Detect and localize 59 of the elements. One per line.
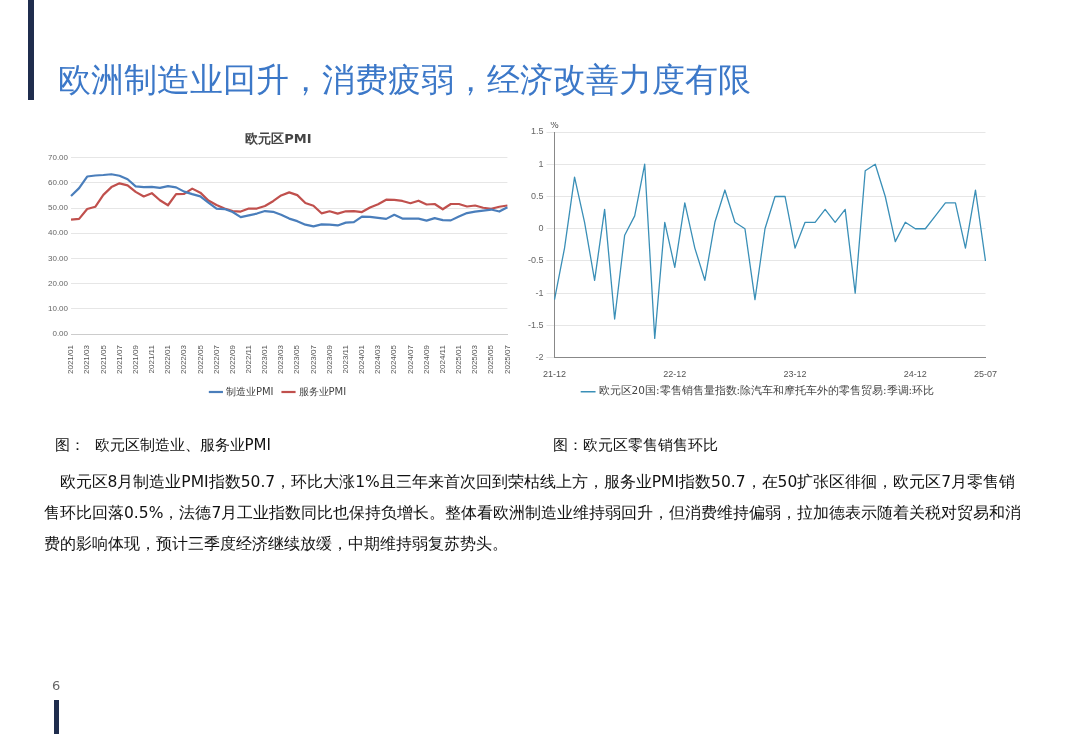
text: 图：欧元区零售销售环比	[553, 436, 718, 455]
x-tick-label: 2021/01	[66, 344, 76, 374]
x-tick-label: 2023/03	[276, 344, 286, 374]
y-tick-label: 50.00	[47, 203, 69, 213]
y-tick-label: 1	[538, 158, 544, 169]
x-tick-label: 2024/01	[357, 344, 367, 374]
y-tick-label: 0.5	[530, 190, 544, 201]
text: 欧元区8月制造业PMI指数50.7，环比大涨1%且三年来首次回到荣枯线上方，服务业PMI指数50.7，在50扩张区徘徊，欧元区7月零售销售环比回落0.5%，法德7月工业指数同比也保持负增长。整体看欧洲制造业维持弱回升，但消费维持偏弱，拉加德表示随着关税对贸易和消费的影响体现，预计三季度经济继续放缓，中期维持弱复苏势头。	[44, 472, 1023, 555]
y-tick-label: -1.5	[527, 319, 544, 330]
x-tick-label: 2023/01	[260, 344, 270, 374]
y-tick-label: 20.00	[47, 278, 69, 288]
x-tick-label: 2023/05	[292, 344, 302, 374]
y-tick-label: 10.00	[47, 304, 69, 314]
legend-label: 制造业PMI	[225, 385, 274, 397]
text: 图： 欧元区制造业、服务业PMI	[55, 436, 271, 455]
x-tick-label: 2024/07	[405, 344, 415, 374]
x-tick-label: 2022/03	[179, 344, 189, 374]
x-tick-label: 2024/11	[437, 344, 447, 374]
y-tick-label: 0.00	[52, 329, 69, 339]
y-tick-label: -1	[535, 287, 544, 298]
x-tick-label: 2025/05	[486, 344, 496, 374]
x-tick-label: 21-12	[542, 368, 567, 379]
x-tick-label: 2022/11	[244, 344, 254, 374]
x-tick-label: 2021/11	[147, 344, 157, 374]
y-tick-label: 30.00	[47, 253, 69, 263]
y-tick-label: -0.5	[527, 255, 544, 266]
x-tick-label: 2021/05	[98, 344, 108, 374]
x-tick-label: 2022/01	[163, 344, 173, 374]
y-tick-label: 1.5	[530, 126, 544, 137]
x-tick-label: 2023/07	[308, 344, 318, 374]
text: 欧洲制造业回升，消费疲弱，经济改善力度有限	[58, 59, 751, 101]
y-tick-label: -2	[535, 352, 544, 363]
x-tick-label: 2022/07	[211, 344, 221, 374]
x-tick-label: 2025/07	[502, 344, 512, 374]
x-tick-label: 2021/03	[82, 344, 92, 374]
x-tick-label: 2021/07	[114, 344, 124, 374]
x-tick-label: 2025/03	[470, 344, 480, 374]
x-tick-label: 2022/05	[195, 344, 205, 374]
y-axis-title: %	[550, 120, 560, 131]
x-tick-label: 2021/09	[130, 344, 140, 374]
x-tick-label: 2023/09	[324, 344, 334, 374]
y-tick-label: 70.00	[47, 152, 69, 162]
x-tick-label: 24-12	[903, 368, 927, 379]
chart-title: 欧元区PMI	[245, 131, 312, 147]
x-tick-label: 2022/09	[227, 344, 237, 374]
y-tick-label: 60.00	[47, 178, 69, 188]
x-tick-label: 23-12	[783, 368, 807, 379]
x-tick-label: 2023/11	[340, 344, 350, 374]
x-tick-label: 2024/09	[421, 344, 431, 374]
x-tick-label: 2024/05	[389, 344, 399, 374]
legend-label: 欧元区20国:零售销售量指数:除汽车和摩托车外的零售贸易:季调:环比	[598, 384, 935, 397]
x-tick-label: 2025/01	[454, 344, 464, 374]
x-tick-label: 2024/03	[373, 344, 383, 374]
x-tick-label: 22-12	[663, 368, 687, 379]
y-tick-label: 40.00	[47, 228, 69, 238]
x-tick-label: 25-07	[973, 368, 998, 379]
y-tick-label: 0	[538, 223, 544, 234]
legend-label: 服务业PMI	[298, 385, 347, 397]
text: 6	[52, 678, 61, 693]
